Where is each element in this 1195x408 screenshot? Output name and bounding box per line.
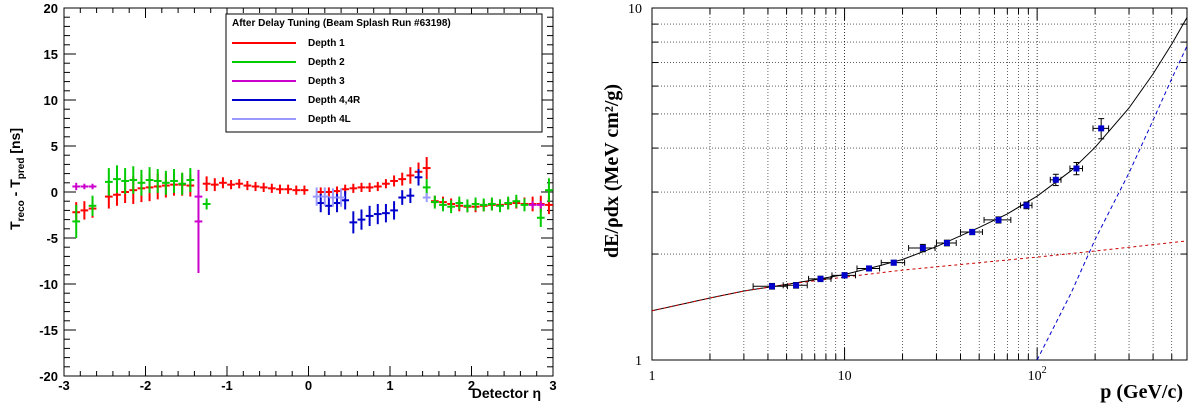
y-tick-label: -15: [39, 323, 58, 338]
x-tick-label: -2: [140, 378, 152, 393]
y-tick-label: -20: [39, 369, 58, 384]
y-tick-label: 1: [635, 354, 642, 369]
y-tick-label: 15: [44, 47, 58, 62]
data-point: [769, 283, 776, 290]
data-point: [919, 245, 926, 252]
legend-entry: Depth 4L: [308, 114, 351, 125]
legend-entry: Depth 4,4R: [308, 95, 361, 106]
y-axis-title-main: T: [7, 221, 23, 230]
x-tick-label: -3: [58, 378, 70, 393]
legend-box: [225, 13, 543, 133]
y-tick-label: 10: [628, 2, 642, 17]
x-tick-label-base: 1: [649, 369, 656, 384]
x-tick-label: 102: [1028, 365, 1047, 384]
y-tick-label: 0: [51, 185, 58, 200]
curve-4: [1036, 45, 1187, 360]
x-tick-label-base: 10: [1028, 369, 1042, 384]
energy-loss-chart: 1 10 102 1 10 p (GeV/c) dE/ρdx (MeV cm²/g): [600, 0, 1195, 408]
x-tick-label: 1: [649, 369, 656, 384]
data-point: [1023, 202, 1030, 209]
x-axis-title: Detector η: [472, 385, 541, 401]
y-axis-title: dE/ρdx (MeV cm²/g): [601, 84, 623, 258]
legend-entry: Depth 2: [308, 57, 345, 68]
data-point: [1052, 176, 1059, 183]
x-tick-label: 3: [549, 378, 556, 393]
plot-frame: [651, 7, 1188, 361]
data-point: [943, 239, 950, 246]
x-axis-title: p (GeV/c): [1100, 381, 1183, 403]
legend-entry: Depth 3: [308, 76, 345, 87]
data-point: [866, 265, 873, 272]
y-axis-title: Treco - Tpred [ns]: [7, 128, 27, 230]
y-tick-label: -10: [39, 277, 58, 292]
series-5: [312, 187, 431, 207]
x-tick-label: 10: [838, 369, 852, 384]
curve-2: [652, 17, 1187, 312]
data-point: [995, 216, 1002, 223]
y-axis-title-mid: - T: [7, 179, 23, 200]
legend-entry: Depth 1: [308, 38, 345, 49]
data-point: [841, 272, 848, 279]
y-axis-title-sub1: reco: [16, 200, 27, 221]
series-4: [316, 169, 423, 234]
data-point: [793, 282, 800, 289]
curve-3: [652, 240, 1187, 312]
data-point: [890, 259, 897, 266]
x-tick-label-base: 10: [838, 369, 852, 384]
data-point: [817, 275, 824, 282]
series-3: [72, 169, 545, 273]
x-tick-label: 0: [305, 378, 312, 393]
x-tick-label: 2: [468, 378, 475, 393]
y-tick-label: -5: [46, 231, 58, 246]
y-axis-title-sub2: pred: [16, 158, 27, 180]
y-tick-label: 5: [51, 139, 58, 154]
x-tick-label: 1: [386, 378, 393, 393]
measurements: [752, 118, 1110, 290]
data-point: [1098, 125, 1105, 132]
y-tick-label: 10: [44, 93, 58, 108]
series-1: [72, 157, 553, 223]
y-tick-label: 20: [44, 1, 58, 16]
x-tick-label-exp: 2: [1042, 365, 1047, 376]
data-point: [1073, 165, 1080, 172]
x-tick-label: -1: [221, 378, 233, 393]
data-point: [969, 229, 976, 236]
legend-title: After Delay Tuning (Beam Splash Run #631…: [232, 18, 451, 29]
series-2: [72, 165, 553, 238]
y-axis-title-unit: [ns]: [7, 128, 23, 158]
